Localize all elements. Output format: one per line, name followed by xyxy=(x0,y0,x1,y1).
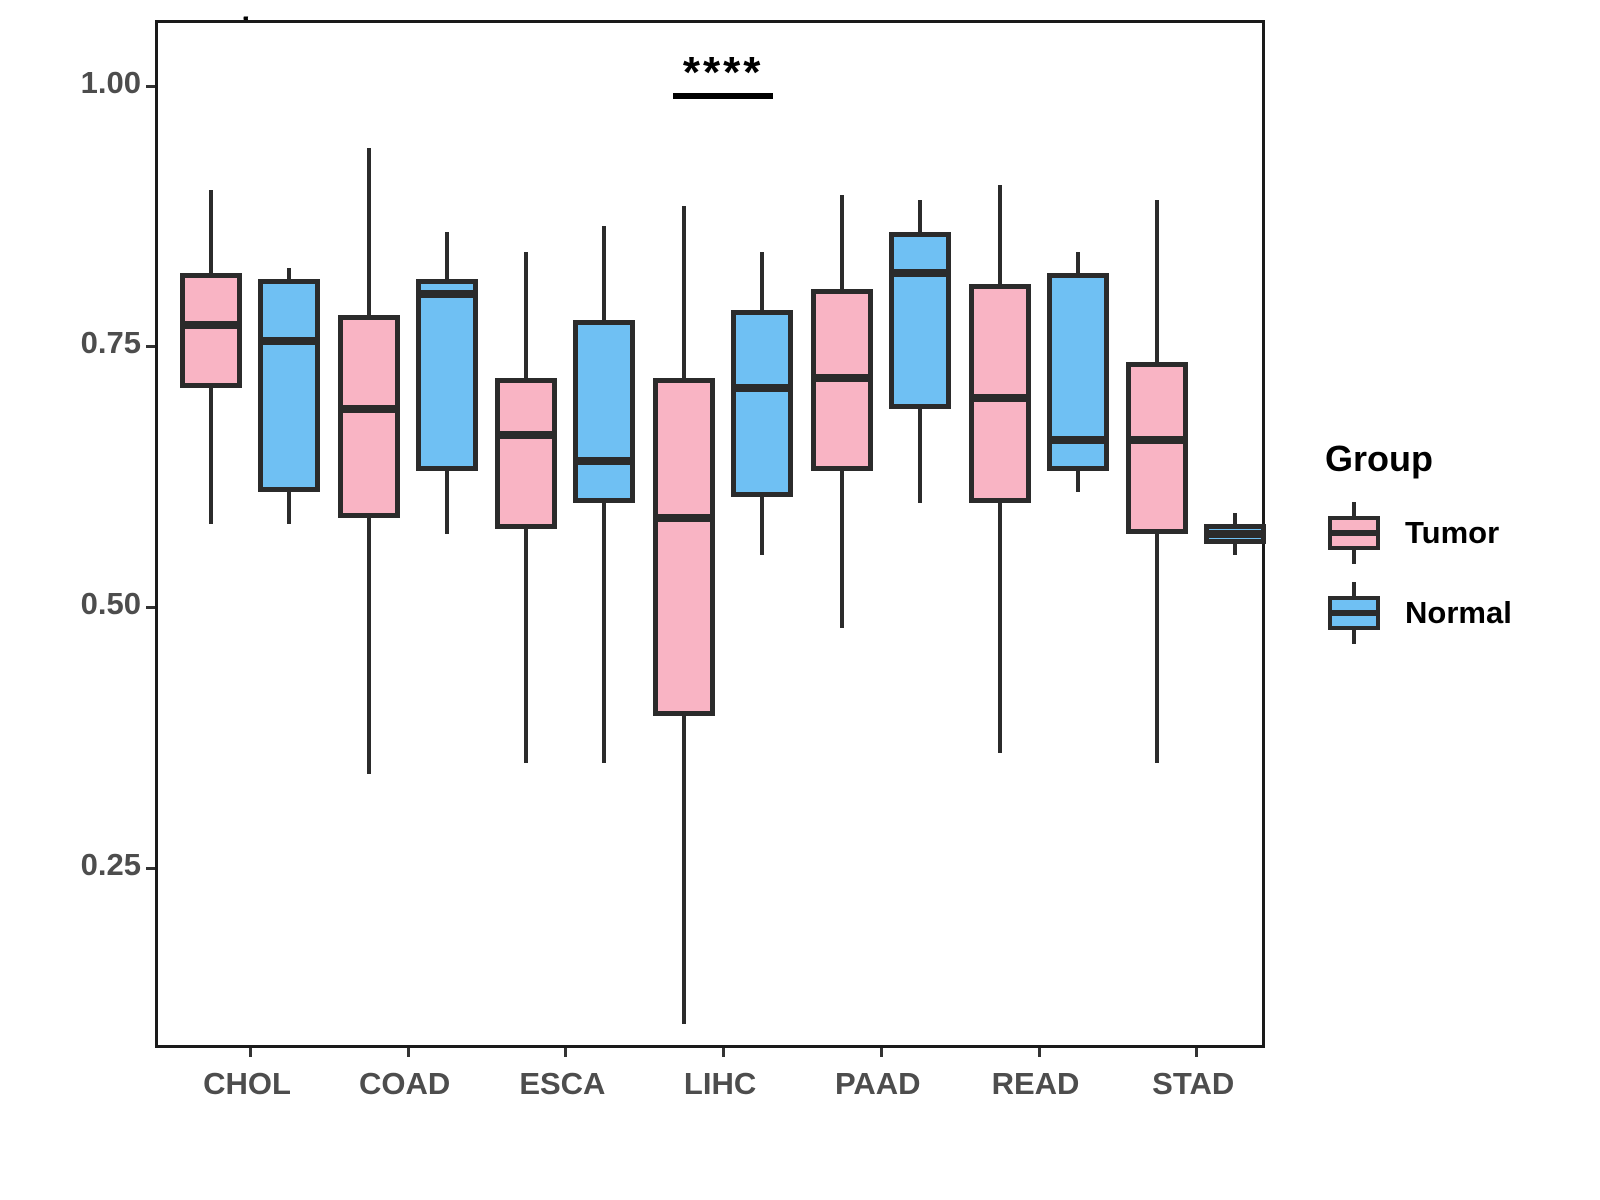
x-axis-label-stad: STAD xyxy=(1152,1066,1235,1101)
median-esca-tumor xyxy=(499,430,554,439)
box-paad-normal xyxy=(888,231,951,409)
legend-title: Group xyxy=(1325,438,1433,479)
legend-label-tumor: Tumor xyxy=(1405,515,1500,550)
median-lihc-tumor xyxy=(657,514,712,523)
legend-label-normal: Normal xyxy=(1405,595,1512,630)
x-axis-label-read: READ xyxy=(991,1066,1080,1101)
x-axis-tick xyxy=(879,1048,883,1057)
x-axis-tick xyxy=(564,1048,568,1057)
legend-glyph-median xyxy=(1328,530,1380,536)
legend-entry-normal: Normal xyxy=(1325,582,1585,644)
median-read-normal xyxy=(1050,436,1105,445)
legend: Group Tumor Normal xyxy=(1325,438,1585,662)
box-read-tumor xyxy=(968,283,1031,503)
y-axis-tick xyxy=(146,866,155,870)
legend-entries: Tumor Normal xyxy=(1325,502,1585,644)
x-axis-label-coad: COAD xyxy=(359,1066,451,1101)
x-axis-label-chol: CHOL xyxy=(203,1066,291,1101)
median-paad-normal xyxy=(892,269,947,278)
y-axis-tick-label: 1.00 xyxy=(80,64,141,100)
x-axis-tick xyxy=(722,1048,726,1057)
median-chol-tumor xyxy=(184,321,238,330)
x-axis-label-lihc: LIHC xyxy=(683,1066,757,1101)
legend-boxplot-glyph-normal xyxy=(1325,582,1383,644)
median-paad-tumor xyxy=(814,373,869,382)
y-axis-tick-label: 0.50 xyxy=(80,586,141,621)
legend-boxplot-glyph-tumor xyxy=(1325,502,1383,564)
y-axis-tick-label: 0.75 xyxy=(80,325,141,361)
box-stad-tumor xyxy=(1126,361,1189,534)
plot-panel: **** xyxy=(146,20,1267,1057)
significance-stars-lihc: **** xyxy=(682,48,764,97)
legend-entry-tumor: Tumor xyxy=(1325,502,1585,564)
median-stad-tumor xyxy=(1130,436,1185,445)
median-esca-normal xyxy=(577,457,632,465)
median-coad-tumor xyxy=(341,404,396,413)
box-lihc-tumor xyxy=(653,377,716,717)
median-lihc-normal xyxy=(735,384,790,392)
box-chol-tumor xyxy=(180,273,242,388)
legend-glyph-whisker xyxy=(1352,502,1356,516)
box-esca-tumor xyxy=(495,377,558,529)
legend-glyph-median xyxy=(1328,610,1380,616)
legend-glyph-whisker xyxy=(1352,582,1356,596)
median-chol-normal xyxy=(262,337,316,346)
x-axis-label-paad: PAAD xyxy=(835,1066,921,1101)
x-axis-tick xyxy=(406,1048,410,1057)
x-axis-tick xyxy=(1195,1048,1199,1057)
y-axis-tick xyxy=(146,606,155,609)
legend-glyph-whisker xyxy=(1352,550,1356,564)
median-read-tumor xyxy=(972,394,1027,403)
x-axis-tick xyxy=(1037,1048,1041,1057)
legend-glyph-whisker xyxy=(1352,630,1356,644)
x-axis-label-esca: ESCA xyxy=(519,1066,606,1101)
box-coad-normal xyxy=(415,278,478,472)
significance-bar-lihc xyxy=(673,93,774,99)
median-stad-normal xyxy=(1208,530,1263,538)
box-coad-tumor xyxy=(337,315,400,519)
y-axis-tick xyxy=(146,345,155,349)
y-axis-tick xyxy=(146,84,155,88)
x-axis-tick xyxy=(249,1048,252,1057)
median-coad-normal xyxy=(419,290,474,299)
y-axis-tick-label: 0.25 xyxy=(80,846,141,882)
box-chol-normal xyxy=(258,278,320,493)
box-lihc-normal xyxy=(731,309,794,498)
box-esca-normal xyxy=(573,320,636,503)
